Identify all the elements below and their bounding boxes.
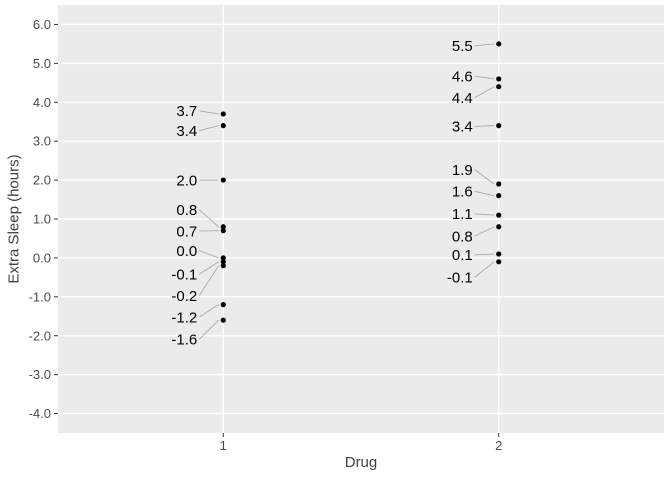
point-label: 3.4 — [452, 119, 473, 136]
data-point — [496, 41, 502, 47]
label-leader-line — [474, 226, 495, 237]
point-label: 0.0 — [176, 243, 197, 260]
y-tick-label: 4.0 — [33, 95, 51, 110]
label-leader-line — [474, 169, 495, 185]
point-label: 2.0 — [176, 172, 197, 189]
label-leader-line — [199, 250, 219, 259]
label-leader-line — [474, 75, 495, 80]
data-point — [220, 317, 226, 323]
data-point — [496, 181, 502, 187]
y-tick-label: 3.0 — [33, 134, 51, 149]
data-point — [496, 212, 502, 218]
point-label: 0.8 — [452, 228, 473, 245]
label-leader-line — [474, 213, 495, 216]
point-label: -1.2 — [171, 309, 197, 326]
label-leader-line — [199, 304, 219, 318]
label-leader-line — [474, 261, 495, 278]
data-point — [220, 177, 226, 183]
label-leader-line — [474, 190, 495, 197]
label-leader-line — [198, 265, 219, 296]
label-leader-line — [199, 261, 219, 275]
x-axis-title: Drug — [344, 454, 378, 471]
x-tick-label: 1 — [220, 438, 227, 453]
y-tick-label: -2.0 — [29, 328, 51, 343]
point-label: 5.5 — [452, 38, 473, 55]
point-label: 4.6 — [452, 68, 473, 85]
data-point — [496, 193, 502, 199]
label-leader-line — [474, 125, 495, 127]
y-axis-title: Extra Sleep (hours) — [5, 154, 23, 284]
x-tick-label: 2 — [495, 438, 502, 453]
label-leader-line — [199, 110, 219, 115]
label-leader-line — [199, 125, 219, 132]
data-point — [496, 84, 502, 90]
y-tick-label: -4.0 — [29, 406, 51, 421]
data-point — [496, 76, 502, 82]
y-tick-label: 1.0 — [33, 212, 51, 227]
point-label: 3.4 — [176, 123, 197, 140]
data-point — [496, 123, 502, 129]
point-label: 3.7 — [176, 103, 197, 120]
point-label: 1.9 — [452, 162, 473, 179]
point-label: -0.1 — [171, 267, 197, 284]
point-label: 4.4 — [452, 90, 473, 107]
data-point — [496, 224, 502, 230]
label-leader-line — [474, 43, 495, 47]
y-tick-label: 6.0 — [33, 17, 51, 32]
data-point — [496, 259, 502, 265]
data-point — [220, 228, 226, 234]
data-point — [220, 123, 226, 129]
point-label: 0.8 — [176, 202, 197, 219]
data-point — [496, 251, 502, 257]
label-leader-line — [198, 209, 219, 228]
data-point — [220, 263, 226, 269]
point-label: -1.6 — [171, 331, 197, 348]
data-point — [220, 111, 226, 117]
label-leader-line — [474, 86, 495, 98]
point-label: 0.1 — [452, 247, 473, 264]
y-tick-label: -1.0 — [29, 289, 51, 304]
label-leader-line — [474, 253, 495, 256]
label-leader-line — [198, 319, 219, 340]
y-tick-label: 5.0 — [33, 56, 51, 71]
y-tick-label: -3.0 — [29, 367, 51, 382]
point-label: -0.1 — [447, 270, 473, 287]
y-tick-label: 2.0 — [33, 173, 51, 188]
point-label: 0.7 — [176, 223, 197, 240]
point-label: 1.6 — [452, 184, 473, 201]
data-point — [220, 301, 226, 308]
y-tick-label: 0.0 — [33, 250, 51, 265]
point-label: -0.2 — [171, 288, 197, 305]
point-label: 1.1 — [452, 206, 473, 223]
